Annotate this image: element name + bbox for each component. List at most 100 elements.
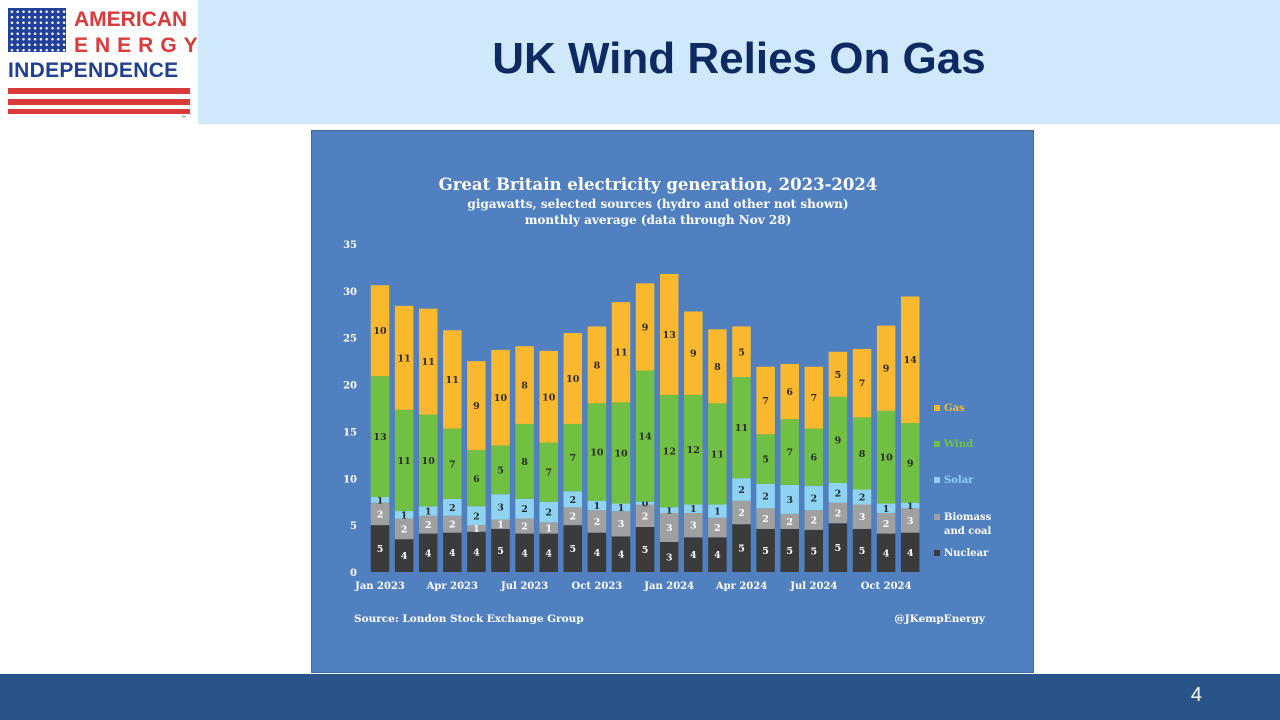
bar-segment <box>635 283 655 371</box>
bar-segment <box>515 423 534 499</box>
bar-data-label: 4 <box>449 548 456 559</box>
bar-segment <box>732 377 751 479</box>
bar-data-label: 11 <box>614 348 627 359</box>
bar-data-label: 4 <box>690 550 697 561</box>
bar-segment <box>684 512 703 538</box>
bar-segment <box>756 483 775 509</box>
x-tick-label: Apr 2023 <box>426 581 478 592</box>
bar-stack: 5 2 3 7 6 <box>780 363 799 572</box>
legend-swatch <box>934 550 940 556</box>
bar-data-label: 11 <box>422 357 435 368</box>
bar-segment <box>828 351 848 397</box>
bar-segment <box>852 504 872 529</box>
bar-segment <box>611 402 631 504</box>
x-tick-label: Apr 2024 <box>715 581 767 592</box>
bar-segment <box>394 539 414 572</box>
bar-data-label: 2 <box>786 517 793 528</box>
bar-data-label: 1 <box>425 507 432 518</box>
y-tick-label: 30 <box>343 287 357 298</box>
bar-data-label: 4 <box>714 550 721 561</box>
bar-data-label: 11 <box>711 449 724 460</box>
bar-segment <box>418 515 438 534</box>
bar-stack: 5 2 2 7 10 <box>563 333 583 572</box>
bar-segment <box>491 494 510 520</box>
bar-stack: 4 2 1 10 11 <box>418 308 438 572</box>
bar-data-label: 10 <box>373 326 387 337</box>
bar-segment <box>587 326 607 404</box>
bar-segment <box>394 518 414 540</box>
bar-segment <box>756 366 775 435</box>
bar-segment <box>418 506 438 516</box>
bar-data-label: 5 <box>642 545 649 556</box>
bar-stack: 4 3 1 12 9 <box>684 311 703 572</box>
bar-data-label: 3 <box>859 512 866 523</box>
logo-stripe-3 <box>8 109 190 114</box>
bar-stack: 4 2 1 10 9 <box>876 325 896 572</box>
bar-data-label: 2 <box>449 520 456 531</box>
bar-data-label: 3 <box>618 519 625 530</box>
bar-segment <box>467 450 486 507</box>
bar-segment <box>539 533 558 572</box>
bar-segment <box>467 361 486 451</box>
bar-stack: 5 2 2 11 5 <box>732 326 751 572</box>
bar-data-label: 10 <box>494 393 508 404</box>
bar-segment <box>684 504 703 513</box>
bar-data-label: 1 <box>401 510 408 521</box>
bar-data-label: 13 <box>373 432 386 443</box>
bar-data-label: 2 <box>835 488 842 499</box>
bar-data-label: 1 <box>473 524 480 535</box>
bar-data-label: 2 <box>521 522 528 533</box>
x-tick-label: Oct 2023 <box>572 581 623 592</box>
bar-data-label: 4 <box>618 550 625 561</box>
bar-data-label: 5 <box>762 455 769 466</box>
bar-segment <box>394 409 414 512</box>
bar-data-label: 6 <box>810 453 817 464</box>
bar-data-label: 2 <box>859 493 866 504</box>
logo-text-independence: INDEPENDENCE <box>8 59 179 82</box>
bar-data-label: 1 <box>666 506 673 517</box>
bar-data-label: 14 <box>638 432 652 443</box>
bar-data-label: 5 <box>835 370 842 381</box>
bar-data-label: 3 <box>497 502 504 513</box>
bar-data-label: 4 <box>425 548 432 559</box>
bar-segment <box>708 329 727 404</box>
bar-segment <box>587 532 607 572</box>
bar-segment <box>876 503 896 513</box>
bar-segment <box>900 422 920 503</box>
bar-data-label: 2 <box>521 504 528 515</box>
bar-segment <box>563 333 583 424</box>
bar-data-label: 2 <box>810 493 817 504</box>
bar-segment <box>515 533 534 572</box>
logo-stripe-1 <box>8 88 190 94</box>
bar-segment <box>900 508 920 533</box>
chart-credit: @JKempEnergy <box>894 613 986 625</box>
chart-subtitle-2: monthly average (data through Nov 28) <box>525 213 792 227</box>
bar-segment <box>659 512 679 543</box>
bar-segment <box>804 510 824 530</box>
bar-data-label: 3 <box>907 516 914 527</box>
bar-data-label: 5 <box>569 544 576 555</box>
bar-data-label: 10 <box>542 392 556 403</box>
y-tick-label: 20 <box>343 381 357 392</box>
bar-data-label: 2 <box>473 511 480 522</box>
bar-data-label: 9 <box>642 322 649 333</box>
bar-data-label: 4 <box>521 548 528 559</box>
bar-segment <box>684 311 703 395</box>
bar-segment <box>732 524 751 572</box>
bar-data-label: 5 <box>762 546 769 557</box>
bar-segment <box>370 376 390 498</box>
bar-stack: 4 2 1 10 8 <box>587 326 607 572</box>
bar-segment <box>443 515 462 533</box>
bar-segment <box>876 325 896 411</box>
bar-segment <box>756 434 775 484</box>
x-tick-label: Jan 2024 <box>643 581 694 592</box>
bar-segment <box>852 528 872 572</box>
bar-segment <box>659 394 679 508</box>
legend-item: Biomass and coal <box>934 512 992 537</box>
bar-segment <box>852 417 872 490</box>
bar-segment <box>804 485 824 511</box>
bar-data-label: 7 <box>449 459 456 470</box>
legend-label: Wind <box>943 439 973 450</box>
y-tick-label: 15 <box>343 427 357 438</box>
